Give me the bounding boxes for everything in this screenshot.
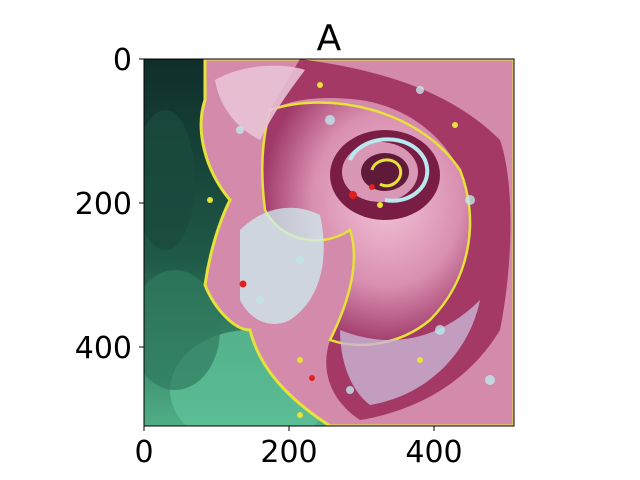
rose-center (330, 130, 440, 220)
y-tick-label: 400 (75, 331, 132, 366)
x-axis (143, 426, 435, 431)
petal-highlight (240, 207, 324, 324)
x-tick-label: 0 (134, 435, 153, 470)
yellow-dots (207, 82, 458, 418)
y-axis (139, 58, 144, 348)
y-tick-label: 0 (113, 43, 132, 78)
figure-title: A (317, 18, 342, 59)
x-tick-label: 200 (260, 435, 317, 470)
foliage-patch (144, 270, 220, 390)
axes-frame (143, 58, 515, 427)
petal-highlight (340, 300, 480, 405)
y-tick-label: 200 (75, 187, 132, 222)
speckles (236, 86, 495, 394)
red-spots (239, 184, 375, 381)
foliage-patch (144, 110, 195, 250)
x-tick-label: 400 (405, 435, 462, 470)
petal-highlight (215, 65, 305, 140)
rose-image (144, 59, 514, 426)
